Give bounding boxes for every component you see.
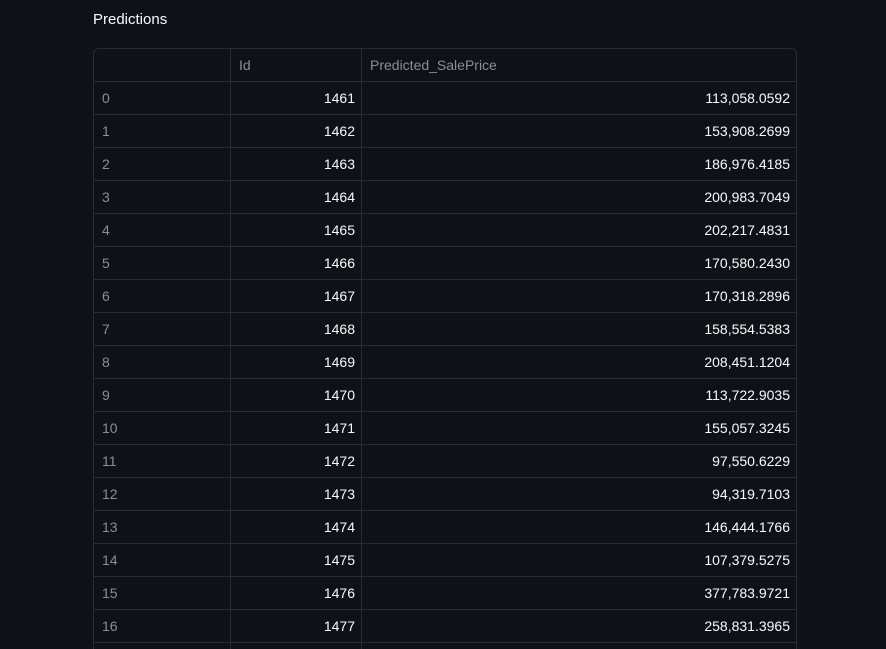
row-index[interactable]: 13 [94,511,231,543]
row-index[interactable]: 2 [94,148,231,180]
row-index[interactable]: 12 [94,478,231,510]
table-row: 16 1477 258,831.3965 [94,610,796,643]
row-index[interactable]: 0 [94,82,231,114]
row-id[interactable]: 1474 [231,511,362,543]
row-price[interactable]: 146,444.1766 [704,519,790,535]
row-index[interactable]: 9 [94,379,231,411]
row-id[interactable]: 1462 [231,115,362,147]
table-row: 10 1471 155,057.3245 [94,412,796,445]
row-index[interactable]: 16 [94,610,231,642]
row-price[interactable]: 170,580.2430 [704,255,790,271]
row-index[interactable]: 8 [94,346,231,378]
row-price[interactable]: 186,976.4185 [704,156,790,172]
row-index[interactable]: 7 [94,313,231,345]
row-price[interactable]: 202,217.4831 [704,222,790,238]
row-price[interactable]: 94,319.7103 [712,486,790,502]
row-id[interactable]: 1471 [231,412,362,444]
row-id[interactable]: 1466 [231,247,362,279]
row-id[interactable]: 1467 [231,280,362,312]
row-id[interactable]: 1468 [231,313,362,345]
row-id[interactable]: 1465 [231,214,362,246]
row-id[interactable]: 1473 [231,478,362,510]
row-price[interactable]: 107,379.5275 [704,552,790,568]
row-price[interactable]: 200,983.7049 [704,189,790,205]
table-row: 5 1466 170,580.2430 [94,247,796,280]
table-row: 2 1463 186,976.4185 [94,148,796,181]
table-row: 13 1474 146,444.1766 [94,511,796,544]
row-id[interactable]: 1477 [231,610,362,642]
table-row: 0 1461 113,058.0592 [94,82,796,115]
header-price-column[interactable]: Predicted_SalePrice [370,57,497,73]
row-index[interactable]: 3 [94,181,231,213]
row-price[interactable]: 97,550.6229 [712,453,790,469]
table-row: 1 1462 153,908.2699 [94,115,796,148]
table-row: 6 1467 170,318.2896 [94,280,796,313]
row-id[interactable]: 1469 [231,346,362,378]
row-id[interactable]: 1475 [231,544,362,576]
table-header-row: Id Predicted_SalePrice [94,49,796,82]
row-id[interactable]: 1463 [231,148,362,180]
table-row: 12 1473 94,319.7103 [94,478,796,511]
row-index[interactable]: 1 [94,115,231,147]
row-price[interactable]: 208,451.1204 [704,354,790,370]
table-row: 11 1472 97,550.6229 [94,445,796,478]
row-index[interactable]: 6 [94,280,231,312]
row-price[interactable]: 258,831.3965 [704,618,790,634]
table-row: 8 1469 208,451.1204 [94,346,796,379]
row-index[interactable]: 10 [94,412,231,444]
table-row: 15 1476 377,783.9721 [94,577,796,610]
row-price[interactable]: 170,318.2896 [704,288,790,304]
table-row: 14 1475 107,379.5275 [94,544,796,577]
row-price[interactable]: 155,057.3245 [704,420,790,436]
row-index[interactable]: 11 [94,445,231,477]
header-id-column[interactable]: Id [231,49,362,81]
row-price[interactable]: 113,058.0592 [705,90,790,106]
table-row: 4 1465 202,217.4831 [94,214,796,247]
row-id[interactable]: 1476 [231,577,362,609]
row-id[interactable]: 1464 [231,181,362,213]
header-index-column[interactable] [94,49,231,81]
table-row [94,643,796,649]
row-price[interactable]: 153,908.2699 [704,123,790,139]
row-id[interactable]: 1470 [231,379,362,411]
row-index[interactable]: 4 [94,214,231,246]
row-price[interactable]: 113,722.9035 [705,387,790,403]
row-id[interactable]: 1461 [231,82,362,114]
row-index[interactable] [94,643,231,649]
row-id[interactable] [231,643,362,649]
row-price[interactable] [362,643,796,649]
row-price[interactable]: 377,783.9721 [704,585,790,601]
row-index[interactable]: 14 [94,544,231,576]
table-row: 7 1468 158,554.5383 [94,313,796,346]
predictions-table[interactable]: Id Predicted_SalePrice 0 1461 113,058.05… [93,48,797,649]
row-id[interactable]: 1472 [231,445,362,477]
table-row: 3 1464 200,983.7049 [94,181,796,214]
row-index[interactable]: 5 [94,247,231,279]
table-row: 9 1470 113,722.9035 [94,379,796,412]
row-index[interactable]: 15 [94,577,231,609]
section-title: Predictions [93,11,168,28]
row-price[interactable]: 158,554.5383 [704,321,790,337]
